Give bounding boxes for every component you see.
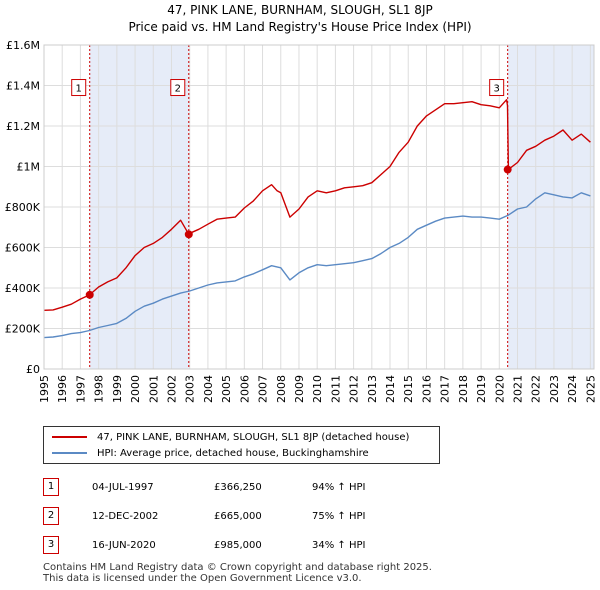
legend-item-property: 47, PINK LANE, BURNHAM, SLOUGH, SL1 8JP … [52, 430, 409, 444]
x-tick-label: 2016 [420, 375, 433, 403]
legend-item-hpi: HPI: Average price, detached house, Buck… [52, 446, 369, 460]
transaction-point-1 [85, 290, 94, 299]
x-tick-label: 2019 [475, 375, 488, 403]
transaction-point-3 [503, 165, 512, 174]
footer-licence: This data is licensed under the Open Gov… [43, 573, 362, 584]
footer-copyright: Contains HM Land Registry data © Crown c… [43, 562, 432, 573]
x-tick-label: 2007 [257, 375, 270, 403]
y-tick-label: £800K [5, 201, 41, 214]
property-price-line [43, 98, 591, 311]
legend-label-hpi: HPI: Average price, detached house, Buck… [97, 447, 369, 459]
x-tick-label: 2012 [348, 375, 361, 403]
price-chart: 1 2 3 £0 £200K £400K £600K £800K £1M £1.2M £1.4M £… [5, 39, 598, 403]
x-tick-label: 2025 [584, 375, 597, 403]
x-tick-label: 2005 [220, 375, 233, 403]
transaction-row: 1 04-JUL-1997 £366,250 94% ↑ HPI [0, 478, 600, 500]
legend-label-property: 47, PINK LANE, BURNHAM, SLOUGH, SL1 8JP … [97, 431, 410, 443]
x-tick-label: 2021 [512, 375, 525, 403]
x-tick-label: 2009 [293, 375, 306, 403]
x-tick-label: 2003 [184, 375, 197, 403]
y-tick-label: £1.4M [6, 80, 40, 93]
x-tick-label: 2013 [366, 375, 379, 403]
transaction-date: 12-DEC-2002 [92, 511, 159, 522]
x-tick-label: 1995 [38, 375, 51, 403]
transaction-marker-label-1: 1 [76, 84, 82, 95]
x-tick-label: 2017 [439, 375, 452, 403]
x-tick-label: 2024 [566, 375, 579, 403]
x-tick-label: 2004 [202, 375, 215, 403]
plot-frame [43, 44, 595, 370]
y-tick-label: £600K [5, 242, 41, 255]
transaction-marker-label-3: 3 [493, 84, 499, 95]
transaction-badge: 1 [43, 478, 59, 496]
x-tick-label: 2002 [165, 375, 178, 403]
transaction-hpi: 34% ↑ HPI [312, 540, 366, 551]
x-tick-label: 2015 [402, 375, 415, 403]
chart-legend: 47, PINK LANE, BURNHAM, SLOUGH, SL1 8JP … [43, 426, 440, 464]
transaction-row: 3 16-JUN-2020 £985,000 34% ↑ HPI [0, 536, 600, 558]
chart-subtitle: Price paid vs. HM Land Registry's House … [128, 20, 472, 34]
transaction-marker-box-2 [170, 79, 186, 97]
transaction-marker-box-3 [489, 79, 505, 97]
x-tick-label: 2011 [329, 375, 342, 403]
transaction-hpi: 75% ↑ HPI [312, 511, 366, 522]
transaction-date: 04-JUL-1997 [92, 482, 154, 493]
x-tick-label: 2020 [493, 375, 506, 403]
x-tick-label: 1997 [74, 375, 87, 403]
legend-swatch-property [52, 436, 87, 438]
transaction-price: £366,250 [214, 482, 262, 493]
hpi-line [43, 192, 591, 339]
transaction-date: 16-JUN-2020 [92, 540, 156, 551]
x-tick-label: 2006 [238, 375, 251, 403]
transaction-badge: 3 [43, 536, 59, 554]
x-tick-label: 2018 [457, 375, 470, 403]
transaction-row: 2 12-DEC-2002 £665,000 75% ↑ HPI [0, 507, 600, 529]
y-tick-label: £200K [5, 323, 41, 336]
x-tick-label: 2014 [384, 375, 397, 403]
x-tick-label: 2010 [311, 375, 324, 403]
x-tick-label: 2008 [275, 375, 288, 403]
transaction-hpi: 94% ↑ HPI [312, 482, 366, 493]
legend-swatch-hpi [52, 452, 87, 454]
transaction-marker-label-2: 2 [175, 84, 181, 95]
x-tick-label: 2023 [548, 375, 561, 403]
y-tick-label: £400K [5, 282, 41, 295]
transaction-marker-box-1 [71, 79, 87, 97]
x-tick-label: 2022 [530, 375, 543, 403]
x-tick-label: 2001 [147, 375, 160, 403]
x-tick-label: 1996 [56, 375, 69, 403]
y-tick-label: £1.6M [6, 39, 40, 52]
transaction-price: £985,000 [214, 540, 262, 551]
x-tick-label: 1999 [111, 375, 124, 403]
x-tick-label: 1998 [93, 375, 106, 403]
transaction-point-2 [184, 230, 193, 239]
x-tick-label: 2000 [129, 375, 142, 403]
chart-title: 47, PINK LANE, BURNHAM, SLOUGH, SL1 8JP [167, 3, 433, 17]
transaction-price: £665,000 [214, 511, 262, 522]
transaction-badge: 2 [43, 507, 59, 525]
y-tick-label: £1M [17, 161, 41, 174]
y-tick-label: £1.2M [6, 120, 40, 133]
footer: Contains HM Land Registry data © Crown c… [43, 562, 432, 584]
y-tick-label: £0 [26, 363, 40, 376]
